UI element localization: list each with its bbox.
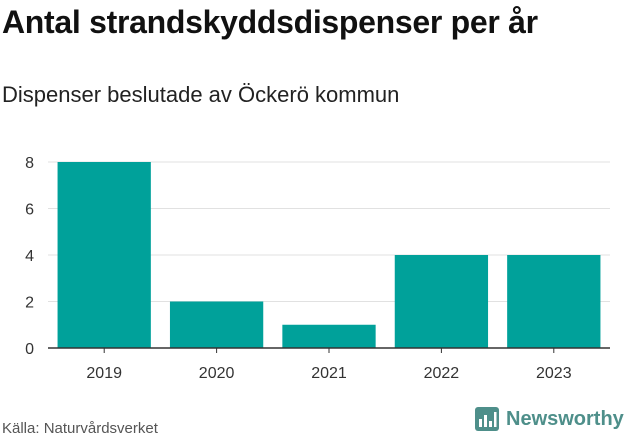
- x-tick-label: 2022: [424, 365, 460, 382]
- y-tick-label: 4: [25, 248, 34, 265]
- y-tick-label: 8: [25, 155, 34, 172]
- source-text: Källa: Naturvårdsverket: [2, 420, 158, 437]
- y-axis-tick-labels: 0 2 4 6 8: [25, 155, 34, 358]
- y-tick-label: 0: [25, 341, 34, 358]
- chart-subtitle: Dispenser beslutade av Öckerö kommun: [2, 82, 400, 107]
- bar-2023: [507, 255, 601, 348]
- bar-2021: [282, 324, 376, 348]
- bars: [57, 162, 601, 348]
- x-tick-label: 2021: [311, 365, 347, 382]
- x-tick-label: 2019: [86, 365, 122, 382]
- bar-2020: [169, 301, 264, 348]
- bar-2022: [394, 255, 489, 348]
- x-tick-label: 2020: [199, 365, 235, 382]
- newsworthy-logo: Newsworthy: [474, 406, 624, 432]
- chart-title: Antal strandskyddsdispenser per år: [2, 4, 538, 40]
- y-tick-label: 2: [25, 295, 34, 312]
- x-tick-label: 2023: [536, 365, 572, 382]
- brand-name: Newsworthy: [506, 407, 624, 430]
- bar-chart: 0 2 4 6 8 2019 2020 2021 2022 2023: [25, 155, 610, 382]
- x-axis-tick-labels: 2019 2020 2021 2022 2023: [86, 348, 572, 382]
- bar-chart-logo-icon: [475, 407, 499, 431]
- bar-2019: [57, 162, 151, 348]
- y-tick-label: 6: [25, 202, 34, 219]
